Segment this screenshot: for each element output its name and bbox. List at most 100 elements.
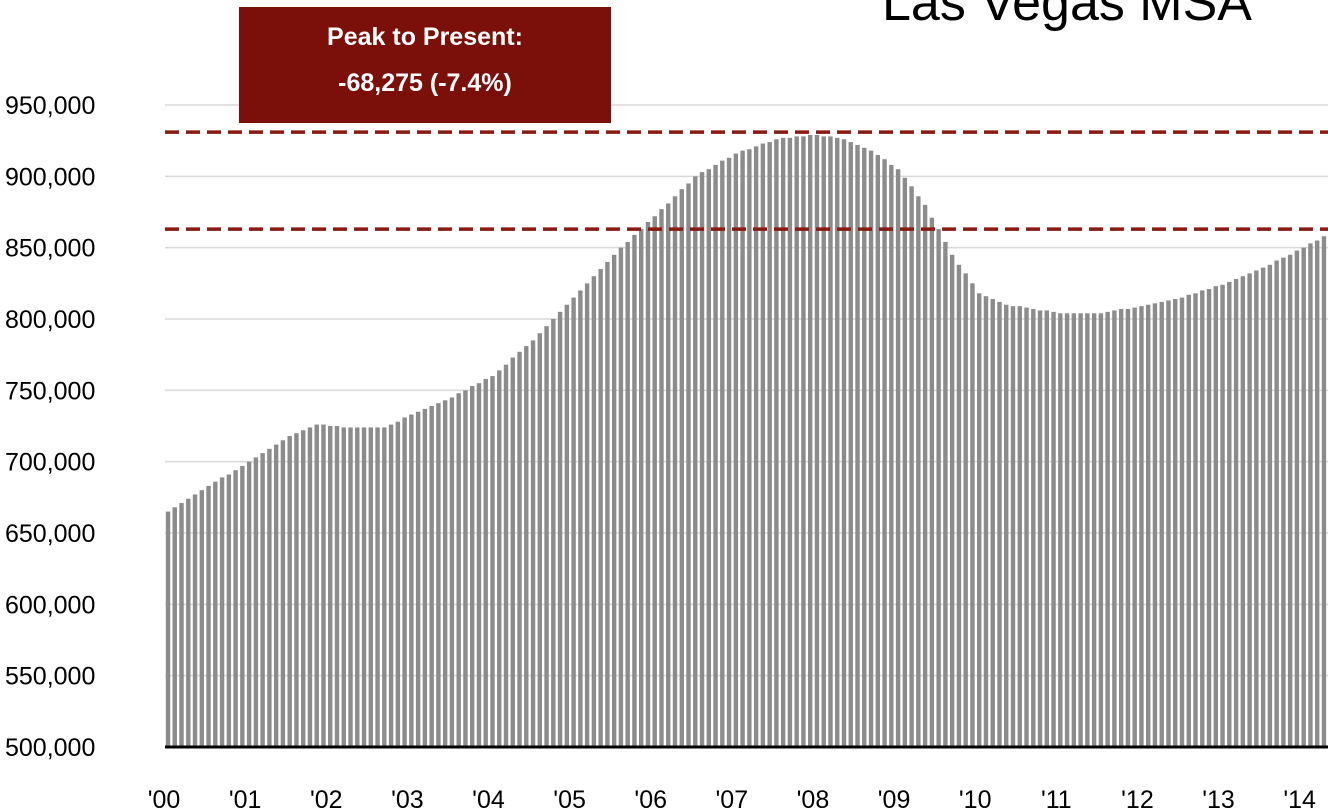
bar [172,507,177,747]
bar [355,427,360,747]
bar [875,154,880,747]
bar [747,149,752,747]
bar [1078,313,1083,747]
bar [862,147,867,748]
bar [503,364,509,747]
y-tick-label: 800,000 [5,306,95,334]
bar [402,417,407,747]
bar [835,137,840,747]
bar [368,427,373,747]
bar [801,136,806,748]
bar [476,383,482,747]
bar [382,427,387,747]
bar [760,143,766,747]
bar [456,393,461,747]
bar [693,176,698,748]
bar [1064,313,1070,747]
y-tick-label: 550,000 [5,663,95,691]
x-tick-label: '06 [634,786,667,812]
bar [720,160,725,747]
bar [990,299,995,747]
bar [287,435,292,747]
bar [557,311,563,747]
bar [449,397,455,747]
bar [578,290,583,747]
bar [814,134,820,747]
bar [395,421,401,747]
chart-title: Las Vegas MSA [882,0,1252,32]
bar [1024,307,1029,747]
bar [753,146,759,747]
bar [808,134,813,747]
bar [618,247,624,747]
bar [1213,286,1218,747]
bar [348,427,353,747]
annotation-line: -68,275 (-7.4%) [338,69,512,97]
x-tick-label: '01 [229,786,262,812]
bar [740,150,745,748]
bar [774,139,779,748]
x-tick-label: '12 [1121,786,1154,812]
bar [463,390,468,747]
bar [1294,250,1300,747]
bar [855,144,860,748]
bar [260,453,265,747]
bar [1044,310,1049,747]
bar [1233,279,1239,747]
bar [598,269,603,747]
x-tick-label: '14 [1283,786,1316,812]
annotation-line: Peak to Present: [327,23,523,51]
bar [929,217,935,747]
bar [1010,306,1016,747]
bar [422,408,428,747]
bar [571,297,576,747]
x-tick-label: '11 [1041,786,1072,812]
bar [1267,264,1273,747]
bar [916,196,921,748]
bar [240,465,245,747]
bar [584,283,590,747]
bar [280,440,286,747]
bar [497,370,502,747]
bar [1118,309,1124,747]
bar [787,137,793,747]
bar [1139,306,1144,747]
bar [1227,281,1232,747]
bar [273,444,279,747]
bar [672,196,678,748]
y-tick-label: 500,000 [5,734,95,762]
y-tick-label: 600,000 [5,591,95,619]
x-tick-label: '02 [310,786,343,812]
bar [1105,311,1110,747]
bar [794,136,799,748]
bar [564,304,570,747]
bar [246,461,252,747]
bar [767,142,772,748]
bar [1071,313,1077,747]
bar [1179,297,1185,747]
bar [1260,267,1266,747]
bar [321,424,326,747]
bar [699,172,705,747]
bar [314,424,319,747]
bar [632,234,637,747]
bar [659,209,664,747]
y-tick-label: 950,000 [5,92,95,120]
bar [889,164,894,748]
y-tick-label: 650,000 [5,520,95,548]
x-tick-label: '03 [391,786,424,812]
bar [490,376,495,747]
bar [233,470,238,747]
bar [409,414,414,747]
bar [726,157,732,747]
bar [301,430,306,747]
x-tick-label: '05 [553,786,586,812]
bar [1240,276,1246,747]
bar [1091,313,1097,747]
bar [294,433,299,747]
annotation-box [239,7,611,123]
bar [219,477,225,747]
bar [706,169,711,747]
bar [179,503,184,747]
